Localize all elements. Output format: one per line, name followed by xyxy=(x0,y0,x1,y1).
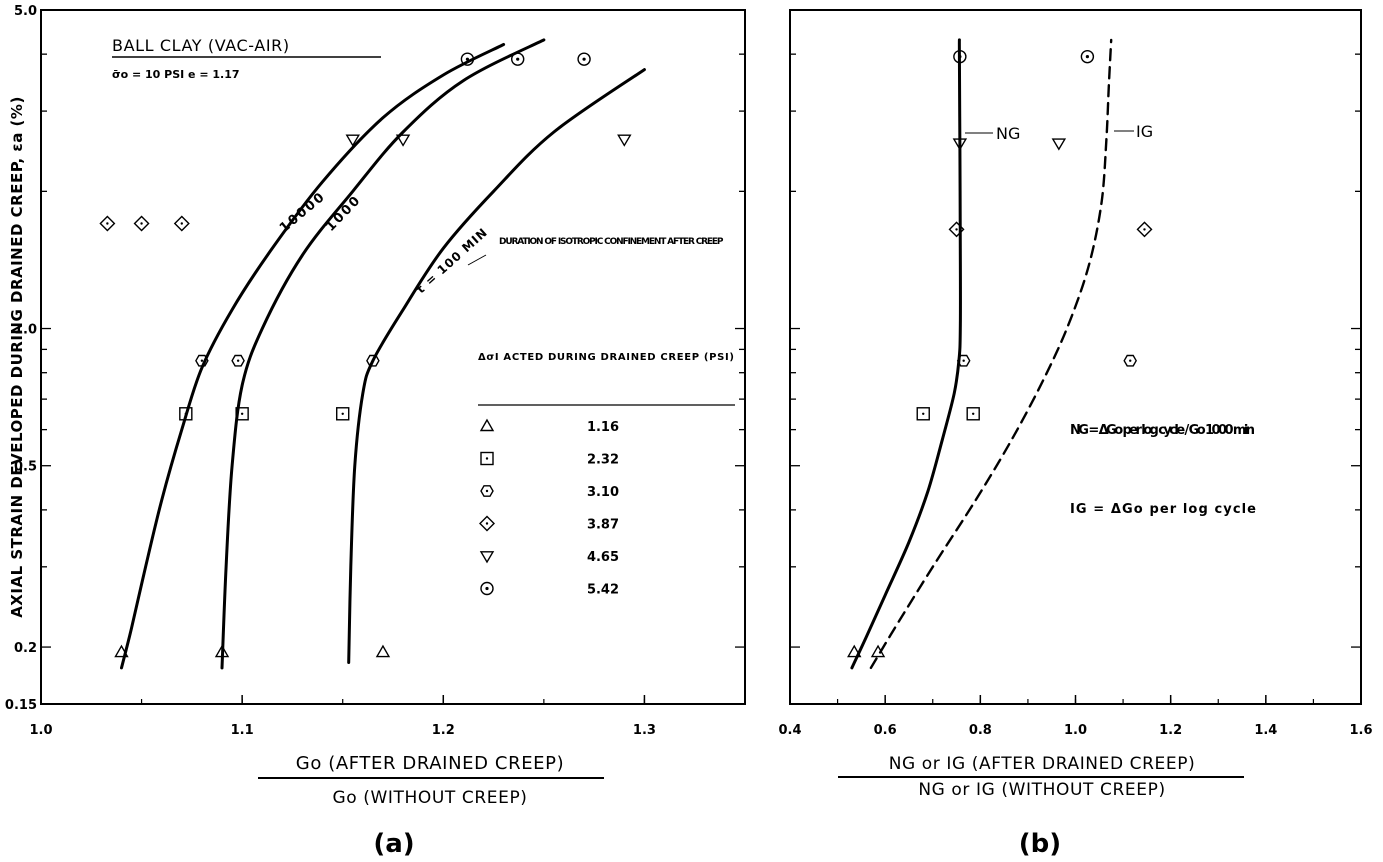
data-point-diamond xyxy=(99,215,116,232)
y-tick-label: 0.2 xyxy=(14,641,37,656)
data-point-triangle-down xyxy=(952,138,968,151)
panel-b-curves xyxy=(850,38,1113,670)
equation-ig: IG = ΔGo per log cycle xyxy=(1070,502,1256,517)
data-point-hexagon xyxy=(195,354,209,367)
data-point-circle xyxy=(460,52,475,66)
panel-b-frame xyxy=(789,9,1362,705)
data-point-diamond xyxy=(948,221,965,238)
x-tick-label: 1.3 xyxy=(633,723,656,738)
panel-a-curves xyxy=(120,38,646,670)
series-line xyxy=(869,38,1113,670)
data-point-triangle-down xyxy=(1051,138,1067,151)
x-tick-label: 0.4 xyxy=(778,723,801,738)
panel-b-ticks: 0.4 0.6 0.8 1.0 1.2 1.4 1.6 xyxy=(778,53,1373,738)
legend-marker-circle xyxy=(480,581,494,596)
data-point-square xyxy=(916,407,930,421)
x-tick-label: 1.6 xyxy=(1349,723,1372,738)
data-point-hexagon xyxy=(1123,354,1138,367)
x-tick-label: 1.2 xyxy=(432,723,455,738)
series-line xyxy=(120,43,506,670)
data-point-circle xyxy=(577,52,591,66)
data-point-triangle-down xyxy=(395,134,411,147)
legend-value: 3.10 xyxy=(587,485,619,500)
data-point-triangle xyxy=(870,644,886,658)
legend: 1.16 2.32 3.10 3.87 4.65 5.42 xyxy=(479,418,619,598)
panel-b-markers xyxy=(847,49,1153,658)
data-point-hexagon xyxy=(366,354,380,367)
x-tick-label: 1.2 xyxy=(1159,723,1182,738)
data-point-circle xyxy=(1080,49,1095,64)
data-point-square xyxy=(235,407,249,421)
data-point-diamond xyxy=(1136,221,1153,238)
legend-value: 5.42 xyxy=(587,583,619,598)
panel-a-xlabel-top: Go (AFTER DRAINED CREEP) xyxy=(296,753,564,774)
y-tick-label: 1.0 xyxy=(14,323,37,338)
curve-label-1000: 1000 xyxy=(323,193,364,235)
data-point-triangle xyxy=(214,644,230,658)
legend-marker-triangle-down xyxy=(479,551,495,564)
data-point-square xyxy=(966,407,980,421)
series-line xyxy=(220,38,546,670)
series-line xyxy=(850,38,962,670)
data-point-diamond xyxy=(133,215,150,232)
legend-marker-diamond xyxy=(479,515,495,532)
legend-value: 3.87 xyxy=(587,518,619,533)
legend-title: ΔσI ACTED DURING DRAINED CREEP (PSI) xyxy=(478,352,734,363)
data-point-circle xyxy=(511,52,525,66)
data-point-triangle xyxy=(847,644,862,658)
panel-b-xlabel-top: NG or IG (AFTER DRAINED CREEP) xyxy=(889,754,1196,774)
data-point-triangle xyxy=(375,644,391,658)
data-point-square xyxy=(336,407,350,421)
equation-ng: NG = ΔGo per log cycle / Go 1000 min xyxy=(1070,423,1255,438)
panel-a-frame xyxy=(40,9,746,705)
data-point-hexagon xyxy=(231,354,245,367)
legend-value: 2.32 xyxy=(587,453,619,468)
x-tick-label: 1.0 xyxy=(1064,723,1087,738)
data-point-circle xyxy=(953,49,967,64)
y-tick-label: 0.5 xyxy=(14,460,37,475)
x-tick-label: 1.0 xyxy=(29,723,52,738)
data-point-triangle-down xyxy=(617,134,632,147)
y-axis-label: AXIAL STRAIN DEVELOPED DURING DRAINED CR… xyxy=(8,96,26,618)
panel-b-xlabel-bottom: NG or IG (WITHOUT CREEP) xyxy=(918,780,1165,800)
panel-a-ticks: 1.0 1.1 1.2 1.3 0.15 0.2 0.5 1.0 5.0 xyxy=(5,4,745,738)
legend-value: 1.16 xyxy=(587,420,619,435)
data-point-triangle xyxy=(114,644,129,658)
data-point-diamond xyxy=(173,215,190,232)
panel-a-subtitle: σ̄o = 10 PSI e = 1.17 xyxy=(112,68,240,81)
ng-label: NG xyxy=(996,124,1020,143)
data-point-triangle-down xyxy=(345,134,360,147)
legend-marker-square xyxy=(480,451,494,466)
legend-marker-triangle xyxy=(479,418,495,432)
x-tick-label: 0.8 xyxy=(969,723,992,738)
x-tick-label: 1.1 xyxy=(231,723,254,738)
data-point-square xyxy=(179,407,193,421)
panel-a-label: (a) xyxy=(373,829,414,859)
annotation-arrow xyxy=(467,254,487,266)
panel-a-title: BALL CLAY (VAC-AIR) xyxy=(112,36,290,55)
data-point-hexagon xyxy=(956,354,971,367)
legend-value: 4.65 xyxy=(587,550,619,565)
legend-marker-hexagon xyxy=(480,485,494,497)
x-tick-label: 0.6 xyxy=(874,723,897,738)
y-tick-label: 5.0 xyxy=(14,4,37,19)
ig-label: IG xyxy=(1136,122,1153,141)
x-tick-label: 1.4 xyxy=(1254,723,1277,738)
y-tick-label: 0.15 xyxy=(5,698,37,713)
panel-a-xlabel-bottom: Go (WITHOUT CREEP) xyxy=(332,788,527,808)
curve-annotation: DURATION OF ISOTROPIC CONFINEMENT AFTER … xyxy=(499,237,724,247)
series-line xyxy=(347,68,646,664)
panel-b-label: (b) xyxy=(1019,829,1061,859)
panel-a-markers xyxy=(99,52,632,658)
